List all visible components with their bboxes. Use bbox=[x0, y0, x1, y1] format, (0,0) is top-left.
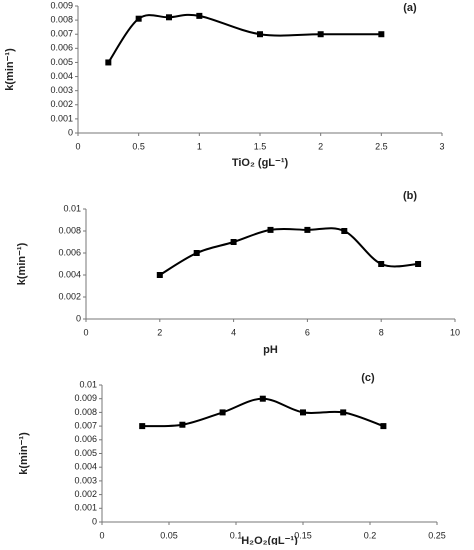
y-axis-label: k(min⁻¹) bbox=[4, 48, 16, 91]
y-tick-label: 0.003 bbox=[50, 85, 73, 95]
x-tick-label: 10 bbox=[450, 327, 460, 337]
y-tick-label: 0.003 bbox=[74, 475, 97, 485]
marker bbox=[135, 15, 142, 22]
y-axis-label: k(min⁻¹) bbox=[18, 432, 30, 475]
y-tick-label: 0.006 bbox=[58, 247, 81, 257]
x-tick-label: 0 bbox=[83, 327, 88, 337]
y-tick-label: 0.008 bbox=[74, 407, 97, 417]
x-tick-label: 4 bbox=[231, 327, 236, 337]
y-tick-label: 0.002 bbox=[58, 291, 81, 301]
y-tick-label: 0.001 bbox=[74, 503, 97, 513]
y-tick-label: 0.001 bbox=[50, 113, 73, 123]
marker bbox=[378, 31, 385, 38]
y-tick-label: 0.007 bbox=[50, 29, 73, 39]
y-tick-label: 0.01 bbox=[79, 379, 97, 389]
y-tick-label: 0.004 bbox=[74, 462, 97, 472]
y-tick-label: 0 bbox=[68, 127, 73, 137]
y-tick-label: 0 bbox=[92, 516, 97, 526]
marker bbox=[340, 409, 347, 416]
x-axis-label: pH bbox=[263, 344, 278, 356]
line bbox=[142, 397, 384, 428]
annotation: (c) bbox=[361, 372, 375, 384]
marker bbox=[304, 226, 311, 233]
marker bbox=[105, 59, 112, 66]
marker bbox=[415, 261, 422, 267]
marker bbox=[259, 395, 266, 402]
line bbox=[107, 13, 382, 64]
marker bbox=[179, 421, 186, 428]
marker bbox=[193, 250, 200, 256]
x-tick-label: 0 bbox=[99, 530, 104, 540]
x-tick-label: 0.2 bbox=[364, 530, 377, 540]
annotation: (a) bbox=[403, 2, 417, 14]
marker bbox=[267, 226, 274, 233]
y-tick-label: 0.01 bbox=[63, 203, 81, 213]
marker bbox=[156, 272, 163, 278]
y-tick-label: 0.005 bbox=[74, 448, 97, 458]
annotation: (b) bbox=[403, 190, 417, 202]
y-tick-label: 0 bbox=[76, 313, 81, 323]
marker bbox=[196, 12, 203, 19]
y-tick-label: 0.007 bbox=[74, 420, 97, 430]
y-tick-label: 0.009 bbox=[74, 393, 97, 403]
x-tick-label: 2 bbox=[157, 327, 162, 337]
x-tick-label: 0 bbox=[75, 141, 80, 151]
x-axis-label: TiO₂ (gL⁻¹) bbox=[232, 157, 289, 169]
x-tick-label: 1.5 bbox=[254, 141, 267, 151]
marker bbox=[230, 239, 237, 245]
marker bbox=[378, 261, 385, 267]
marker bbox=[219, 409, 226, 416]
y-tick-label: 0.008 bbox=[50, 14, 73, 24]
y-tick-label: 0.002 bbox=[74, 489, 97, 499]
line bbox=[159, 227, 419, 276]
marker bbox=[341, 228, 348, 234]
x-tick-label: 1 bbox=[197, 141, 202, 151]
x-tick-label: 0.15 bbox=[294, 530, 312, 540]
y-tick-label: 0.006 bbox=[50, 43, 73, 53]
x-tick-label: 3 bbox=[439, 141, 444, 151]
x-tick-label: 6 bbox=[305, 327, 310, 337]
marker bbox=[317, 31, 324, 38]
y-axis-label: k(min⁻¹) bbox=[16, 242, 28, 285]
x-tick-label: 2 bbox=[318, 141, 323, 151]
marker bbox=[166, 14, 172, 21]
y-tick-label: 0.002 bbox=[50, 99, 73, 109]
y-tick-label: 0.004 bbox=[58, 269, 81, 279]
marker bbox=[257, 31, 263, 38]
x-axis-label: H₂O₂(gL⁻¹) bbox=[241, 535, 298, 545]
y-tick-label: 0.004 bbox=[50, 71, 73, 81]
x-tick-label: 0.1 bbox=[230, 530, 243, 540]
y-tick-label: 0.005 bbox=[50, 57, 73, 67]
x-tick-label: 0.25 bbox=[428, 530, 446, 540]
y-tick-label: 0.008 bbox=[58, 225, 81, 235]
y-tick-label: 0.006 bbox=[74, 434, 97, 444]
x-tick-label: 0.05 bbox=[160, 530, 178, 540]
marker bbox=[139, 423, 146, 430]
x-tick-label: 0.5 bbox=[132, 141, 145, 151]
x-tick-label: 8 bbox=[379, 327, 384, 337]
x-tick-label: 2.5 bbox=[375, 141, 388, 151]
y-tick-label: 0.009 bbox=[50, 0, 73, 10]
marker bbox=[300, 409, 306, 416]
marker bbox=[380, 423, 387, 430]
